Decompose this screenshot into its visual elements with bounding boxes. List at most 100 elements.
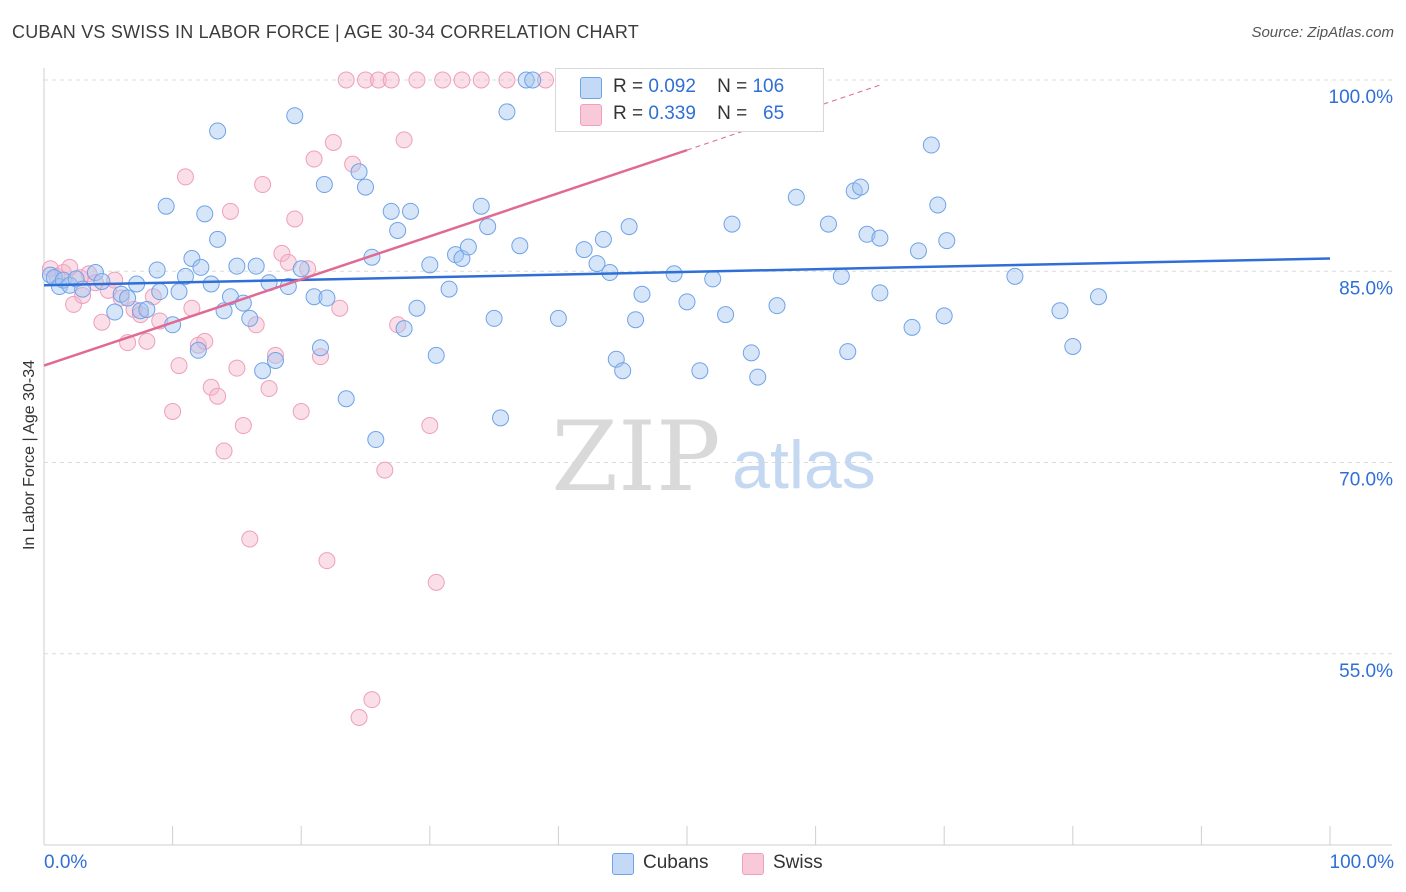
cubans-point xyxy=(93,272,111,290)
swiss-point xyxy=(241,530,259,548)
gridlines xyxy=(44,79,1392,655)
watermark-zip: ZIP xyxy=(551,401,720,513)
swiss-legend-swatch xyxy=(742,853,764,875)
legend-r-label: R = xyxy=(613,103,644,124)
cubans-point xyxy=(620,218,638,236)
cubans-point xyxy=(367,431,385,449)
cubans-point xyxy=(440,280,458,298)
cubans-point xyxy=(209,122,227,140)
swiss-n-value: 65 xyxy=(763,103,785,124)
cubans-point xyxy=(395,320,413,338)
swiss-point xyxy=(215,442,233,460)
swiss-point xyxy=(80,265,98,283)
cubans-trendline xyxy=(43,257,1331,287)
cubans-point xyxy=(402,202,420,220)
cubans-point xyxy=(318,289,336,307)
swiss-point xyxy=(324,133,342,151)
cubans-point xyxy=(1064,337,1082,355)
cubans-point xyxy=(202,275,220,293)
cubans-point xyxy=(768,297,786,315)
cubans-point xyxy=(241,309,259,327)
swiss-swatch xyxy=(580,104,602,126)
cubans-point xyxy=(427,346,445,364)
swiss-point xyxy=(350,709,368,726)
cubans-point xyxy=(157,197,175,215)
cubans-point xyxy=(871,284,889,302)
cubans-point xyxy=(819,215,837,233)
swiss-point xyxy=(196,332,214,350)
stats-legend: R = 0.092 N = 106 R = 0.339 N = 65 xyxy=(555,68,824,132)
cubans-point xyxy=(192,258,210,276)
cubans-point xyxy=(337,390,355,408)
cubans-point xyxy=(852,178,870,196)
cubans-point xyxy=(524,71,542,89)
cubans-point xyxy=(86,264,104,282)
cubans-point xyxy=(938,232,956,250)
swiss-point xyxy=(273,244,291,262)
swiss-point xyxy=(170,357,188,375)
cubans-point xyxy=(350,163,368,181)
swiss-point xyxy=(453,71,471,89)
cubans-point xyxy=(839,343,857,361)
swiss-point xyxy=(93,313,111,331)
swiss-point xyxy=(234,417,252,435)
cubans-point xyxy=(189,341,207,359)
swiss-point xyxy=(65,295,83,313)
cubans-point xyxy=(614,362,632,380)
cubans-point xyxy=(176,267,194,285)
x-tick-label-max: 100.0% xyxy=(1329,852,1394,873)
cubans-point xyxy=(485,309,503,327)
cubans-point xyxy=(408,299,426,317)
cubans-point xyxy=(832,267,850,285)
axes xyxy=(43,68,1392,846)
y-tick-labels: 100.0% 85.0% 70.0% 55.0% xyxy=(1329,87,1394,682)
swiss-point xyxy=(337,71,355,89)
swiss-point xyxy=(408,71,426,89)
legend-r-label: R = xyxy=(613,76,644,97)
cubans-point xyxy=(106,303,124,321)
cubans-point xyxy=(742,344,760,362)
swiss-point xyxy=(112,289,130,307)
y-tick-label: 55.0% xyxy=(1339,661,1393,682)
cubans-point xyxy=(266,352,284,369)
cubans-point xyxy=(459,238,477,256)
cubans-point xyxy=(479,218,497,236)
cubans-point xyxy=(305,288,323,306)
swiss-point xyxy=(421,417,439,435)
cubans-point xyxy=(749,368,767,386)
swiss-point xyxy=(537,71,555,89)
swiss-point xyxy=(357,71,374,89)
swiss-point xyxy=(260,380,278,398)
cubans-legend-label: Cubans xyxy=(643,852,709,873)
watermark-atlas: atlas xyxy=(732,427,876,503)
cubans-point xyxy=(717,306,735,324)
cubans-point xyxy=(575,241,593,259)
cubans-point xyxy=(131,302,149,320)
swiss-point xyxy=(427,573,445,591)
cubans-point xyxy=(498,103,516,121)
cubans-point xyxy=(382,202,400,220)
watermark: ZIP atlas xyxy=(551,401,875,513)
cubans-point xyxy=(678,293,696,311)
cubans-point xyxy=(633,285,651,303)
x-tick-label-min: 0.0% xyxy=(44,852,88,873)
swiss-point xyxy=(247,316,265,334)
cubans-point xyxy=(922,136,940,154)
y-tick-label: 100.0% xyxy=(1329,87,1394,108)
swiss-point xyxy=(369,71,387,89)
cubans-point xyxy=(67,270,85,288)
swiss-point xyxy=(311,348,329,366)
cubans-legend-swatch xyxy=(612,853,634,875)
cubans-point xyxy=(183,250,201,267)
swiss-point xyxy=(318,552,336,570)
y-tick-label: 85.0% xyxy=(1339,278,1393,299)
cubans-n-value: 106 xyxy=(752,76,785,97)
cubans-point xyxy=(228,257,246,275)
cubans-point xyxy=(148,261,166,279)
swiss-point xyxy=(498,71,516,89)
swiss-point xyxy=(286,210,304,228)
cubans-point xyxy=(929,196,947,214)
swiss-point xyxy=(74,286,92,304)
swiss-r-value: 0.339 xyxy=(648,103,696,124)
cubans-point xyxy=(858,225,876,243)
